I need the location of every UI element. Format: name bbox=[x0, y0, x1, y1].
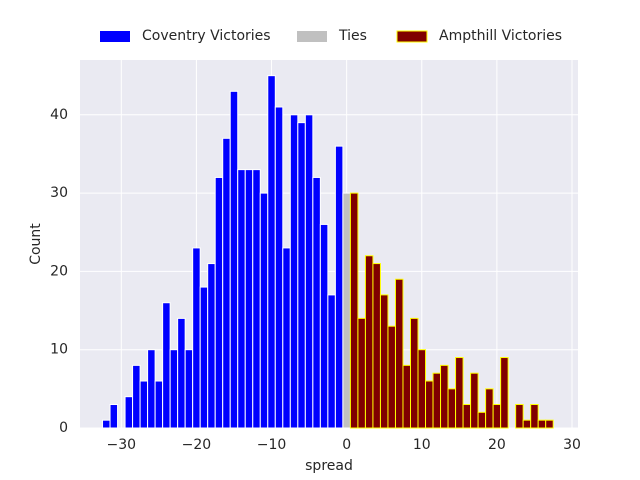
bar bbox=[297, 122, 306, 429]
bar bbox=[447, 388, 457, 429]
bar bbox=[267, 75, 276, 429]
bar bbox=[244, 169, 254, 429]
x-tick-label: 10 bbox=[413, 437, 431, 453]
bar bbox=[485, 388, 494, 429]
bar bbox=[515, 404, 524, 429]
bar bbox=[455, 357, 464, 429]
x-tick-label: 30 bbox=[563, 437, 581, 453]
bar bbox=[229, 90, 239, 429]
legend-swatch bbox=[396, 30, 428, 43]
bar bbox=[147, 349, 156, 429]
bar bbox=[124, 396, 134, 429]
bar bbox=[425, 380, 434, 429]
bar bbox=[214, 176, 224, 429]
bar bbox=[259, 192, 269, 429]
legend-swatch bbox=[100, 31, 130, 42]
x-tick-label: −30 bbox=[107, 437, 137, 453]
bar bbox=[500, 357, 509, 429]
bar bbox=[477, 411, 487, 429]
legend-label: Ampthill Victories bbox=[439, 28, 562, 44]
x-tick-label: −10 bbox=[257, 437, 287, 453]
bar bbox=[304, 114, 314, 429]
bar bbox=[545, 419, 554, 429]
bar bbox=[530, 404, 539, 429]
bar bbox=[462, 404, 472, 429]
legend-swatch bbox=[297, 31, 327, 42]
bar bbox=[522, 419, 532, 429]
bar bbox=[252, 169, 261, 429]
bar bbox=[417, 349, 427, 429]
legend-label: Coventry Victories bbox=[142, 28, 271, 44]
bar bbox=[132, 364, 141, 429]
bar bbox=[327, 294, 336, 429]
bar bbox=[379, 294, 389, 429]
y-tick-label: 20 bbox=[50, 263, 68, 279]
bar bbox=[192, 247, 201, 429]
bar bbox=[409, 317, 419, 429]
y-tick-label: 10 bbox=[50, 342, 68, 358]
bar bbox=[387, 325, 396, 429]
bar bbox=[312, 176, 321, 429]
y-tick-label: 30 bbox=[50, 185, 68, 201]
bar bbox=[274, 106, 284, 429]
bar bbox=[432, 372, 442, 429]
x-tick-label: 20 bbox=[488, 437, 506, 453]
bar bbox=[537, 419, 547, 429]
bar bbox=[289, 114, 299, 429]
bar bbox=[349, 192, 359, 429]
x-axis-label: spread bbox=[305, 458, 353, 474]
bar bbox=[334, 145, 344, 429]
bar bbox=[109, 404, 119, 429]
y-tick-label: 0 bbox=[59, 420, 68, 436]
bar bbox=[222, 137, 231, 429]
bar bbox=[154, 380, 164, 429]
bar bbox=[102, 419, 111, 429]
legend-label: Ties bbox=[338, 28, 367, 44]
bar bbox=[492, 404, 502, 429]
bar bbox=[319, 223, 329, 429]
bar bbox=[177, 317, 186, 429]
bar bbox=[440, 364, 449, 429]
bar bbox=[169, 349, 179, 429]
bar bbox=[342, 192, 351, 429]
bar bbox=[162, 302, 171, 429]
x-tick-label: 0 bbox=[342, 437, 351, 453]
bar bbox=[470, 372, 479, 429]
y-axis-label: Count bbox=[28, 223, 44, 265]
bar bbox=[394, 278, 404, 429]
bar bbox=[207, 263, 216, 429]
bar bbox=[357, 317, 366, 429]
x-tick-label: −20 bbox=[182, 437, 212, 453]
bar bbox=[402, 364, 411, 429]
bar bbox=[282, 247, 291, 429]
bar bbox=[139, 380, 149, 429]
bar bbox=[237, 169, 246, 429]
bar bbox=[364, 255, 374, 429]
bar bbox=[184, 349, 194, 429]
y-tick-label: 40 bbox=[50, 107, 68, 123]
bar bbox=[199, 286, 209, 429]
bar bbox=[372, 263, 381, 429]
